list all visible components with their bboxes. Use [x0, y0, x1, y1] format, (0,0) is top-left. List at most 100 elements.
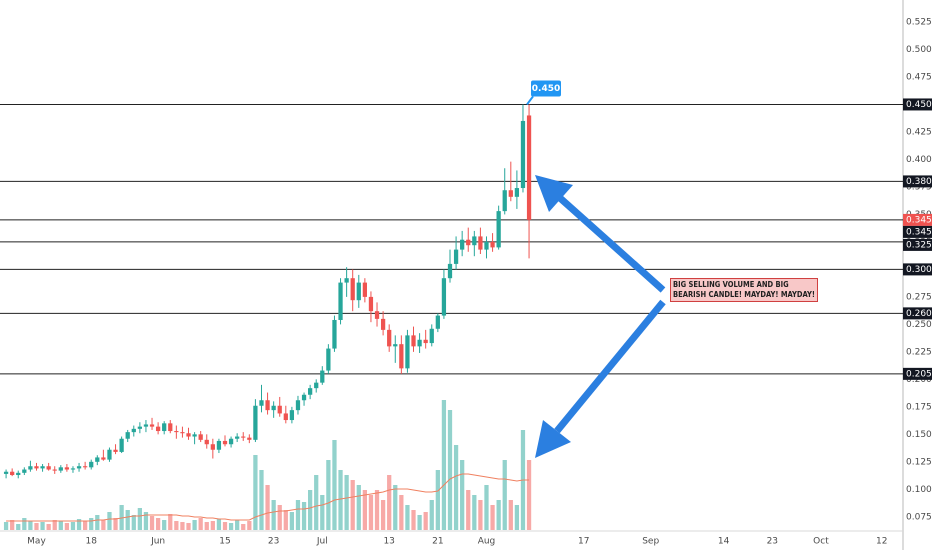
- volume-bar: [76, 519, 82, 530]
- candle-body: [314, 382, 319, 389]
- volume-bar: [70, 522, 76, 530]
- x-tick-label: 18: [85, 537, 97, 547]
- candle-body: [125, 432, 130, 439]
- candle-body: [52, 469, 57, 471]
- candle-body: [520, 120, 526, 189]
- volume-bar: [356, 485, 361, 530]
- volume-bar: [405, 505, 410, 530]
- volume-bar: [393, 485, 398, 530]
- candle-body: [76, 466, 82, 469]
- volume-bar: [137, 508, 142, 530]
- candle-body: [119, 438, 124, 452]
- volume-bar: [95, 515, 100, 530]
- candle-body: [70, 468, 76, 470]
- candle-body: [204, 439, 209, 445]
- candle-body: [502, 190, 507, 212]
- y-tick-label: 0.175: [906, 402, 932, 412]
- volume-bar: [490, 505, 495, 530]
- volume-bar: [265, 485, 270, 530]
- volume-bar: [399, 495, 404, 530]
- candle-body: [198, 434, 203, 440]
- candle-body: [168, 423, 173, 432]
- candle-body: [216, 440, 222, 450]
- candle-body: [417, 339, 422, 347]
- volume-bar: [64, 523, 70, 530]
- y-tick-label: 0.500: [906, 45, 932, 55]
- candle-body: [338, 282, 343, 320]
- volume-bar: [131, 515, 136, 530]
- y-tick-label: 0.150: [906, 430, 932, 440]
- volume-bar: [253, 455, 258, 530]
- volume-bar: [350, 480, 355, 530]
- volume-bar: [320, 495, 325, 530]
- volume-bar: [314, 475, 319, 530]
- price-callout-label: 0.450: [532, 84, 560, 94]
- candle-body: [222, 440, 228, 445]
- volume-bar: [247, 521, 252, 530]
- candle-body: [429, 328, 434, 344]
- volume-bar: [484, 485, 489, 530]
- volume-bar: [186, 523, 191, 530]
- candle-body: [460, 239, 465, 250]
- candle-body: [277, 405, 282, 414]
- candle-body: [162, 423, 167, 432]
- candle-body: [186, 433, 191, 437]
- volume-bar: [326, 460, 331, 530]
- level-label-box: [903, 225, 932, 238]
- volume-bar: [89, 518, 94, 530]
- candle-body: [326, 348, 331, 371]
- candle-body: [472, 236, 477, 246]
- candle-body: [95, 457, 100, 462]
- volume-bar: [235, 520, 240, 530]
- candle-body: [399, 344, 404, 369]
- volume-bar: [174, 521, 179, 530]
- volume-bar: [241, 524, 246, 530]
- volume-bar: [368, 495, 374, 530]
- volume-bar: [216, 519, 222, 530]
- level-label: 0.205: [906, 369, 932, 379]
- candle-body: [10, 471, 15, 476]
- y-tick-label: 0.125: [906, 457, 932, 467]
- volume-bar: [289, 512, 295, 530]
- candle-body: [478, 236, 483, 250]
- candle-body: [228, 438, 234, 445]
- volume-bar: [210, 521, 215, 530]
- volume-bar: [58, 521, 63, 530]
- volume-bar: [466, 490, 471, 530]
- volume-bar: [192, 520, 197, 530]
- candle-body: [301, 394, 307, 401]
- volume-bar: [380, 500, 386, 530]
- level-label-box: [903, 98, 932, 111]
- candle-body: [253, 405, 258, 440]
- volume-bar: [447, 410, 453, 530]
- y-tick-label: 0.225: [906, 347, 932, 357]
- volume-bar: [16, 524, 21, 530]
- volume-bar: [52, 520, 57, 530]
- volume-bar: [222, 522, 228, 530]
- candle-body: [484, 241, 489, 250]
- candle-body: [271, 405, 276, 411]
- candle-body: [107, 449, 112, 460]
- volume-bar: [125, 510, 130, 530]
- arrow-shaft: [557, 195, 666, 293]
- candle-body: [350, 278, 355, 301]
- candle-body: [508, 190, 513, 197]
- candle-body: [155, 426, 161, 432]
- price-callout-pointer: [526, 95, 534, 106]
- x-tick-label: 23: [268, 537, 279, 547]
- candle-body: [137, 426, 142, 429]
- candle-body: [490, 241, 495, 248]
- candle-body: [435, 315, 440, 329]
- candle-body: [289, 410, 295, 421]
- level-label-box: [903, 307, 932, 320]
- candle-body: [113, 449, 118, 452]
- y-tick-label: 0.250: [906, 320, 932, 330]
- volume-bar: [34, 523, 39, 530]
- candle-body: [101, 457, 106, 460]
- y-tick-label: 0.475: [906, 72, 932, 82]
- volume-bar: [113, 518, 118, 530]
- candle-body: [143, 424, 149, 427]
- volume-bar: [277, 505, 282, 530]
- volume-bar: [198, 518, 203, 530]
